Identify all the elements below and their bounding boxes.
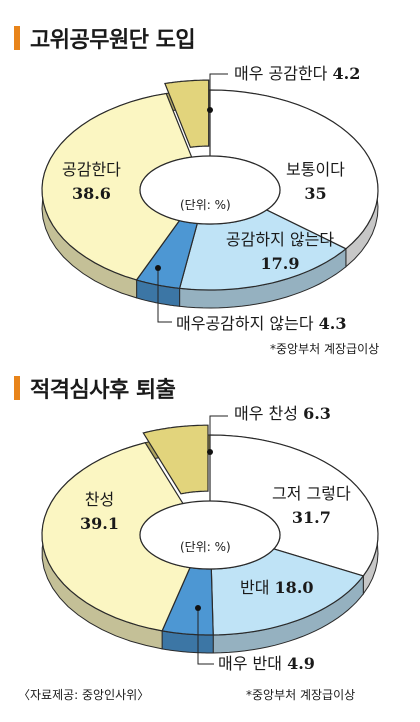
slice-label-strongly-oppose: 매우 반대 4.9 [218, 654, 315, 673]
slice-label-oppose: 반대 18.0 [240, 578, 314, 597]
slice-label-so-so: 그저 그렇다 31.7 [272, 484, 351, 527]
chart-panel-2: 적격심사후 퇴출 매우 찬성 6.3 그저 그렇다 31.7 찬성 39.1 반… [0, 360, 420, 722]
unit-label: (단위: %) [180, 198, 231, 212]
slice-label-disagree: 공감하지 않는다 17.9 [225, 230, 335, 273]
leader-line-0 [209, 415, 228, 452]
slice-4 [164, 79, 210, 148]
slice-label-strongly-agree: 매우 찬성 6.3 [234, 404, 331, 423]
leader-line-1 [197, 608, 214, 665]
leader-dot-0 [207, 449, 213, 455]
unit-label: (단위: %) [180, 540, 231, 554]
footnote: *중앙부처 계장급이상 [270, 342, 380, 356]
chart-title-text: 적격심사후 퇴출 [30, 378, 176, 403]
slice-label-neutral: 보통이다 35 [286, 160, 345, 203]
source-note: 〈자료제공: 중앙인사위〉 [18, 688, 150, 702]
slice-label-agree: 찬성 39.1 [80, 490, 119, 533]
chart-title: 고위공무원단 도입 [14, 22, 196, 54]
slice-4 [142, 424, 209, 495]
leader-line-1 [157, 268, 172, 323]
leader-line-0 [209, 73, 228, 110]
slice-label-strongly-disagree: 매우공감하지 않는다 4.3 [176, 314, 347, 333]
donut-chart-2 [41, 415, 379, 665]
chart-title: 적격심사후 퇴출 [14, 372, 176, 404]
donut-hole [139, 500, 281, 570]
chart-title-text: 고위공무원단 도입 [30, 28, 196, 53]
slice-label-agree: 공감한다 38.6 [62, 160, 121, 203]
leader-dot-1 [155, 265, 161, 271]
slice-label-very-agree: 매우 공감한다 4.2 [234, 64, 361, 83]
title-accent-bar [14, 376, 20, 400]
leader-dot-1 [195, 605, 201, 611]
donut-chart-1 [41, 73, 379, 323]
leader-dot-0 [207, 107, 213, 113]
chart-panel-1: 고위공무원단 도입 매우 공감한다 4.2 보통이다 35 공감한다 38.6 … [0, 0, 420, 360]
title-accent-bar [14, 26, 20, 50]
footnote: *중앙부처 계장급이상 [246, 688, 356, 702]
donut-hole [139, 155, 281, 225]
